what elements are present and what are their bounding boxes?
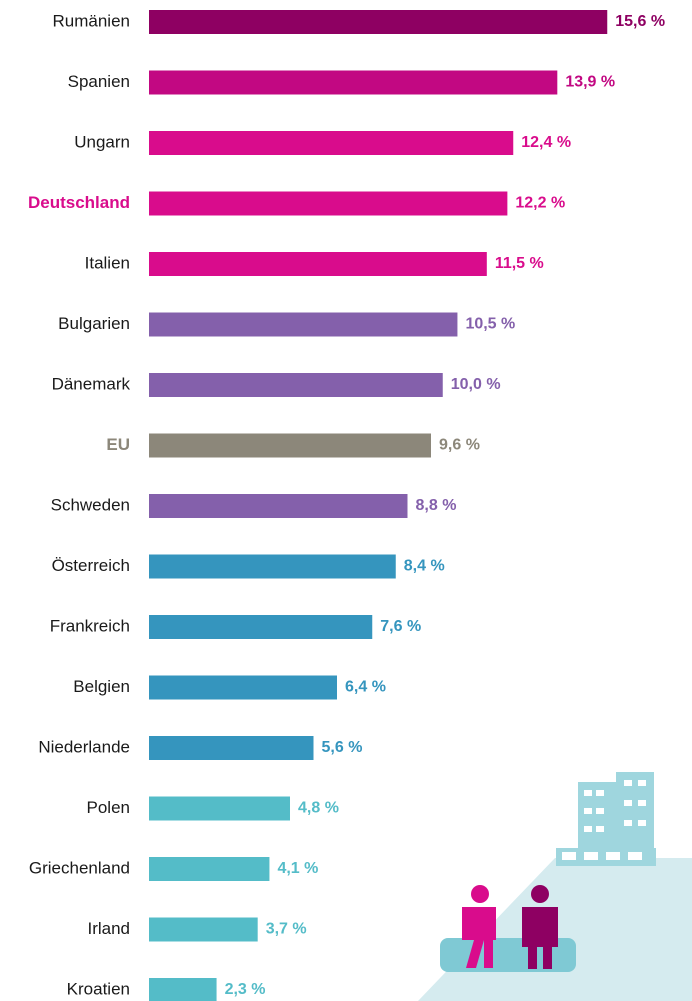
category-label: Frankreich <box>50 616 130 635</box>
value-label: 2,3 % <box>225 981 266 998</box>
category-label: Spanien <box>68 72 130 91</box>
category-label: Belgien <box>73 677 130 696</box>
bar <box>149 131 513 155</box>
category-label: Bulgarien <box>58 314 130 333</box>
category-label: EU <box>106 435 130 454</box>
category-label: Irland <box>87 919 130 938</box>
value-label: 15,6 % <box>615 13 665 30</box>
bar <box>149 494 408 518</box>
category-label: Rumänien <box>53 11 131 30</box>
value-label: 12,2 % <box>515 195 565 212</box>
bar <box>149 978 217 1001</box>
value-label: 8,4 % <box>404 558 445 575</box>
category-label: Niederlande <box>38 737 130 756</box>
value-label: 7,6 % <box>380 618 421 635</box>
value-label: 13,9 % <box>565 74 615 91</box>
value-label: 9,6 % <box>439 437 480 454</box>
bar <box>149 10 607 34</box>
category-label: Kroatien <box>67 979 130 998</box>
value-label: 4,8 % <box>298 800 339 817</box>
category-label: Griechenland <box>29 858 130 877</box>
value-label: 10,5 % <box>465 316 515 333</box>
category-label: Italien <box>85 253 130 272</box>
bar <box>149 313 457 337</box>
category-label: Ungarn <box>74 132 130 151</box>
category-label: Deutschland <box>28 193 130 212</box>
bar <box>149 373 443 397</box>
category-label: Polen <box>87 798 130 817</box>
bar <box>149 71 557 95</box>
category-label: Österreich <box>52 556 130 575</box>
value-label: 6,4 % <box>345 679 386 696</box>
value-label: 8,8 % <box>416 497 457 514</box>
bar <box>149 676 337 700</box>
bar <box>149 918 258 942</box>
category-label: Dänemark <box>52 374 131 393</box>
bar <box>149 857 269 881</box>
value-label: 10,0 % <box>451 376 501 393</box>
bar <box>149 192 507 216</box>
bar <box>149 615 372 639</box>
bar <box>149 555 396 579</box>
bar <box>149 434 431 458</box>
value-label: 3,7 % <box>266 921 307 938</box>
value-label: 4,1 % <box>277 860 318 877</box>
category-label: Schweden <box>51 495 130 514</box>
value-label: 5,6 % <box>322 739 363 756</box>
bar <box>149 736 314 760</box>
bar <box>149 797 290 821</box>
value-label: 11,5 % <box>495 255 544 272</box>
bar <box>149 252 487 276</box>
illustration <box>418 772 692 1001</box>
value-label: 12,4 % <box>521 134 571 151</box>
chart: Rumänien 15,6 % Spanien 13,9 % Ungarn 12,4 % D… <box>0 0 692 1001</box>
